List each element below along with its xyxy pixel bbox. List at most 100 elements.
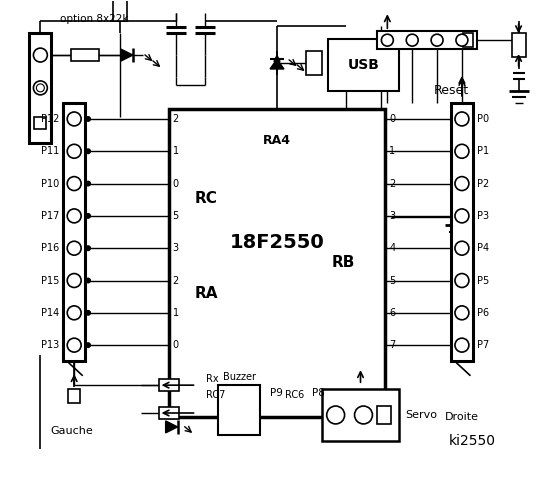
Circle shape: [36, 84, 44, 92]
Text: ki2550: ki2550: [449, 434, 496, 448]
Text: P15: P15: [41, 276, 59, 286]
Text: option 8x22k: option 8x22k: [60, 14, 129, 24]
Circle shape: [67, 177, 81, 191]
Circle shape: [67, 338, 81, 352]
Text: 2: 2: [173, 114, 179, 124]
Bar: [377, 31, 477, 49]
Circle shape: [455, 177, 469, 191]
Circle shape: [455, 274, 469, 288]
Text: P9: P9: [270, 388, 283, 398]
Text: Droite: Droite: [445, 412, 479, 422]
Circle shape: [455, 241, 469, 255]
Text: 2: 2: [389, 179, 395, 189]
Circle shape: [85, 213, 91, 219]
Bar: [169, 109, 385, 417]
Circle shape: [33, 81, 48, 95]
Circle shape: [406, 34, 418, 46]
Text: Rx: Rx: [206, 374, 219, 384]
Text: P17: P17: [41, 211, 59, 221]
Polygon shape: [166, 421, 178, 433]
Text: USB: USB: [347, 58, 379, 72]
Circle shape: [67, 274, 81, 288]
Text: P8: P8: [312, 388, 325, 398]
Circle shape: [67, 112, 81, 126]
Circle shape: [455, 144, 469, 158]
Text: RA: RA: [195, 286, 218, 301]
Circle shape: [382, 34, 393, 46]
Circle shape: [455, 306, 469, 320]
Text: P6: P6: [477, 308, 489, 318]
Circle shape: [456, 34, 468, 46]
Circle shape: [67, 144, 81, 158]
Text: P5: P5: [477, 276, 489, 286]
Circle shape: [85, 180, 91, 187]
Circle shape: [431, 34, 443, 46]
Text: P4: P4: [477, 243, 489, 253]
Text: 5: 5: [389, 276, 395, 286]
Text: P7: P7: [477, 340, 489, 350]
Circle shape: [85, 245, 91, 251]
Polygon shape: [121, 49, 133, 61]
Bar: [512, 33, 525, 57]
Circle shape: [33, 48, 48, 62]
Bar: [463, 33, 473, 47]
Circle shape: [455, 209, 469, 223]
Circle shape: [85, 310, 91, 316]
Text: 18F2550: 18F2550: [229, 233, 325, 252]
Text: P13: P13: [41, 340, 59, 350]
Bar: [159, 407, 179, 419]
Text: 6: 6: [389, 308, 395, 318]
Bar: [328, 39, 399, 91]
Bar: [306, 51, 322, 75]
Text: Reset: Reset: [434, 84, 469, 97]
Text: P12: P12: [41, 114, 59, 124]
Polygon shape: [270, 59, 284, 69]
Bar: [377, 406, 392, 424]
Text: 2: 2: [173, 276, 179, 286]
Text: 5: 5: [173, 211, 179, 221]
Text: P2: P2: [477, 179, 489, 189]
Bar: [34, 117, 46, 129]
Text: P16: P16: [41, 243, 59, 253]
Circle shape: [327, 406, 345, 424]
Circle shape: [67, 209, 81, 223]
Text: Gauche: Gauche: [51, 426, 93, 436]
Text: 3: 3: [173, 243, 179, 253]
Text: 3: 3: [389, 211, 395, 221]
Text: Buzzer: Buzzer: [223, 372, 255, 382]
Text: P0: P0: [477, 114, 489, 124]
Text: RC: RC: [195, 191, 218, 205]
Text: P3: P3: [477, 211, 489, 221]
Bar: [322, 389, 399, 441]
Circle shape: [85, 277, 91, 284]
Text: P14: P14: [41, 308, 59, 318]
Bar: [218, 385, 260, 435]
Bar: [68, 389, 80, 403]
Bar: [29, 33, 51, 143]
Text: RA4: RA4: [263, 134, 291, 147]
Text: Servo: Servo: [405, 410, 437, 420]
Circle shape: [455, 338, 469, 352]
Circle shape: [67, 306, 81, 320]
Text: 1: 1: [173, 308, 179, 318]
Text: 0: 0: [389, 114, 395, 124]
Text: RC7: RC7: [206, 390, 226, 400]
Text: RB: RB: [332, 255, 355, 270]
Circle shape: [455, 112, 469, 126]
Text: RC6: RC6: [285, 390, 304, 400]
Bar: [63, 103, 85, 361]
Text: 4: 4: [389, 243, 395, 253]
Text: 7: 7: [389, 340, 395, 350]
Text: 1: 1: [173, 146, 179, 156]
Circle shape: [85, 342, 91, 348]
Text: 0: 0: [173, 340, 179, 350]
Text: P10: P10: [41, 179, 59, 189]
Circle shape: [67, 241, 81, 255]
Text: 1: 1: [389, 146, 395, 156]
Text: P11: P11: [41, 146, 59, 156]
Circle shape: [85, 148, 91, 154]
Bar: [159, 379, 179, 391]
Bar: [113, 0, 127, 21]
Text: P1: P1: [477, 146, 489, 156]
Circle shape: [354, 406, 372, 424]
